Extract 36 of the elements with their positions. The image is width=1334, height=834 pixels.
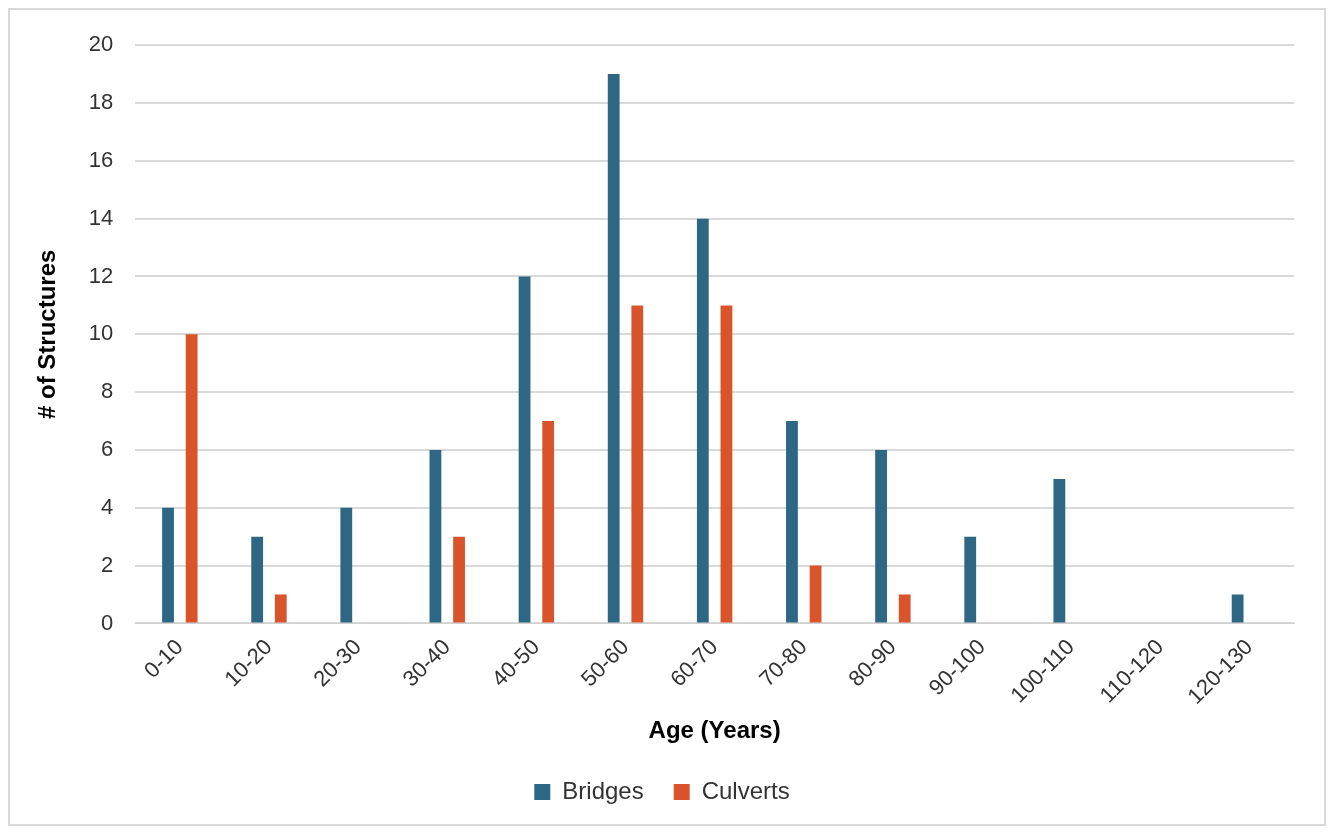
y-tick-label: 14 (88, 204, 114, 230)
bar (185, 334, 198, 623)
bar (964, 536, 977, 623)
bar (542, 421, 555, 623)
legend-label: Bridges (562, 776, 644, 804)
x-tick-label: 0-10 (138, 633, 188, 683)
bar (518, 276, 531, 623)
bar (607, 74, 620, 623)
bar (274, 594, 287, 623)
y-tick-label: 4 (101, 493, 114, 519)
y-tick-label: 2 (101, 551, 114, 577)
y-tick-label: 0 (101, 609, 114, 635)
bar (251, 536, 264, 623)
bar (696, 218, 709, 623)
bar (429, 449, 442, 623)
y-tick-label: 20 (88, 31, 114, 57)
y-tick-label: 12 (88, 262, 114, 288)
bar (786, 421, 798, 623)
y-tick-label: 8 (101, 378, 114, 404)
y-tick-label: 18 (88, 89, 114, 115)
bar (875, 449, 887, 623)
y-tick-label: 10 (88, 320, 114, 346)
x-axis-title: Age (Years) (648, 716, 781, 744)
bar (809, 565, 822, 623)
y-tick-label: 6 (101, 436, 114, 462)
bar (340, 507, 353, 623)
bar (898, 594, 911, 623)
legend-label: Culverts (701, 776, 790, 804)
bar (631, 305, 644, 623)
y-axis-title: # of Structures (33, 249, 61, 420)
bar (1231, 594, 1244, 623)
bar (453, 536, 465, 623)
bar (720, 305, 733, 623)
bar (1053, 478, 1066, 623)
y-tick-label: 16 (88, 146, 114, 172)
bar (162, 507, 174, 623)
